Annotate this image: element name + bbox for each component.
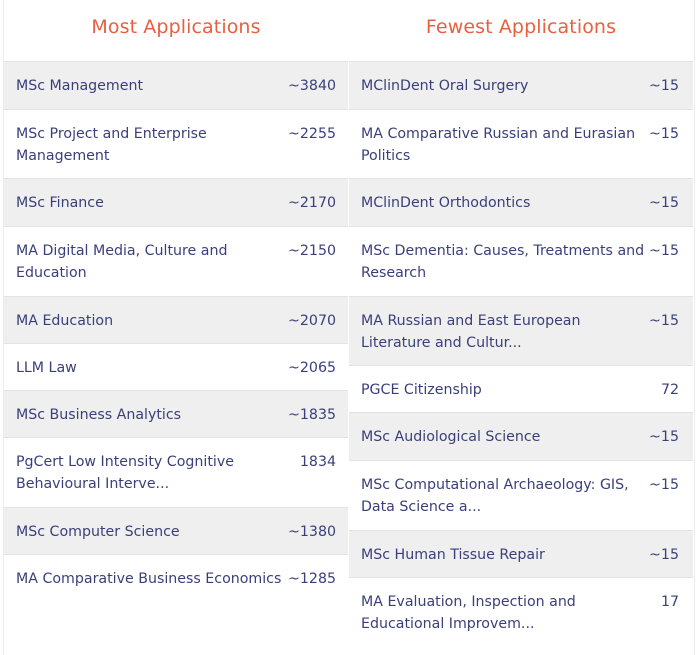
programme-name: MSc Project and Enterprise Management: [16, 126, 207, 164]
table-row: MClinDent Oral Surgery ~15: [349, 62, 693, 110]
table-row: LLM Law ~2065: [4, 344, 348, 391]
programme-name: MClinDent Oral Surgery: [361, 78, 529, 94]
application-count: ~1380: [288, 524, 336, 540]
programme-name: MSc Audiological Science: [361, 429, 541, 445]
application-count: ~15: [649, 313, 679, 329]
programme-name: MA Digital Media, Culture and Education: [16, 243, 228, 281]
application-count: ~15: [649, 429, 679, 445]
programme-name: LLM Law: [16, 360, 77, 376]
programme-name: PGCE Citizenship: [361, 382, 482, 398]
application-count: ~2170: [288, 195, 336, 211]
programme-name: MSc Dementia: Causes, Treatments and Res…: [361, 243, 645, 281]
table-row: MSc Computer Science ~1380: [4, 508, 348, 555]
table-row: MSc Finance ~2170: [4, 179, 348, 227]
table-row: MA Comparative Business Economics ~1285: [4, 555, 348, 655]
application-count: ~15: [649, 78, 679, 94]
programme-name: MSc Computer Science: [16, 524, 180, 540]
table-row: MSc Management ~3840: [4, 62, 348, 110]
fewest-applications-title: Fewest Applications: [349, 0, 693, 62]
application-count: ~15: [649, 195, 679, 211]
application-count: ~1835: [288, 407, 336, 423]
table-row: MA Russian and East European Literature …: [349, 297, 693, 366]
table-row: MA Evaluation, Inspection and Educationa…: [349, 578, 693, 655]
table-row: PGCE Citizenship 72: [349, 366, 693, 413]
programme-name: MSc Finance: [16, 195, 104, 211]
table-row: MA Education ~2070: [4, 297, 348, 344]
most-applications-title: Most Applications: [4, 0, 348, 62]
table-row: MClinDent Orthodontics ~15: [349, 179, 693, 227]
table-row: MSc Human Tissue Repair ~15: [349, 531, 693, 578]
fewest-applications-column: Fewest Applications MClinDent Oral Surge…: [349, 0, 693, 655]
programme-name: MSc Human Tissue Repair: [361, 547, 545, 563]
application-count: ~2255: [288, 126, 336, 142]
applications-table: Most Applications MSc Management ~3840 M…: [3, 0, 695, 655]
programme-name: MA Education: [16, 313, 114, 329]
application-count: ~2065: [288, 360, 336, 376]
table-row: PgCert Low Intensity Cognitive Behaviour…: [4, 438, 348, 508]
programme-name: MA Evaluation, Inspection and Educationa…: [361, 594, 576, 632]
application-count: 17: [660, 594, 679, 610]
table-row: MSc Audiological Science ~15: [349, 413, 693, 461]
application-count: ~3840: [288, 78, 336, 94]
table-row: MSc Business Analytics ~1835: [4, 391, 348, 438]
programme-name: MA Comparative Business Economics: [16, 571, 282, 587]
programme-name: MA Russian and East European Literature …: [361, 313, 581, 351]
application-count: 1834: [299, 454, 336, 470]
table-row: MSc Computational Archaeology: GIS, Data…: [349, 461, 693, 531]
programme-name: MA Comparative Russian and Eurasian Poli…: [361, 126, 636, 164]
table-row: MA Comparative Russian and Eurasian Poli…: [349, 110, 693, 179]
application-count: ~2070: [288, 313, 336, 329]
programme-name: PgCert Low Intensity Cognitive Behaviour…: [16, 454, 234, 492]
programme-name: MSc Computational Archaeology: GIS, Data…: [361, 477, 629, 515]
table-row: MA Digital Media, Culture and Education …: [4, 227, 348, 297]
programme-name: MSc Management: [16, 78, 144, 94]
programme-name: MClinDent Orthodontics: [361, 195, 531, 211]
application-count: ~15: [649, 126, 679, 142]
application-count: ~2150: [288, 243, 336, 259]
table-row: MSc Project and Enterprise Management ~2…: [4, 110, 348, 179]
application-count: ~1285: [288, 571, 336, 587]
table-row: MSc Dementia: Causes, Treatments and Res…: [349, 227, 693, 297]
application-count: ~15: [649, 243, 679, 259]
application-count: ~15: [649, 477, 679, 493]
application-count: 72: [660, 382, 679, 398]
most-applications-column: Most Applications MSc Management ~3840 M…: [4, 0, 348, 655]
programme-name: MSc Business Analytics: [16, 407, 182, 423]
application-count: ~15: [649, 547, 679, 563]
